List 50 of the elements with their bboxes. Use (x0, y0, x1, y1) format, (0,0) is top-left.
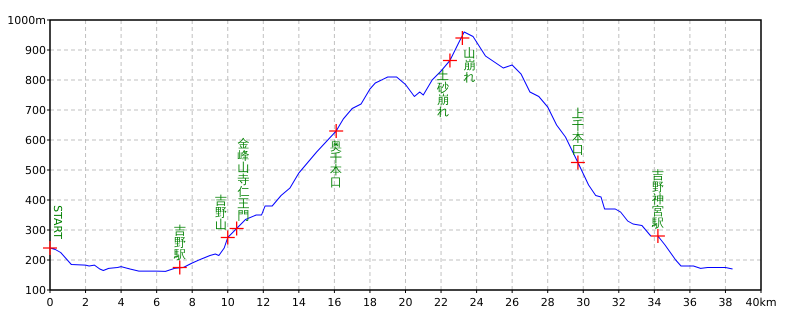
annotation: 山崩れ (463, 46, 476, 84)
y-tick-label: 800 (25, 74, 46, 87)
x-tick-label: 32 (612, 296, 626, 309)
x-tick-label: 18 (362, 296, 377, 309)
annotation: 吉野山 (214, 194, 227, 232)
line-series (50, 32, 734, 272)
x-tick-label: 22 (434, 296, 448, 309)
x-tick-label: 40km (745, 296, 777, 309)
y-tick-label: 500 (25, 164, 46, 177)
y-tick-label: 400 (25, 194, 46, 207)
x-tick-label: 20 (398, 296, 412, 309)
x-tick-label: 38 (718, 296, 732, 309)
y-tick-label: 200 (25, 254, 46, 267)
x-tick-label: 24 (470, 296, 484, 309)
point (328, 123, 344, 139)
x-tick-label: 0 (46, 296, 54, 309)
point (442, 52, 458, 68)
annotation: START (51, 205, 64, 240)
annotation: 上千本口 (572, 106, 584, 156)
point (42, 240, 58, 256)
point (454, 30, 470, 46)
x-tick-label: 6 (153, 296, 160, 309)
annotation: 吉野駅 (172, 224, 186, 262)
annotation: 土砂崩れ (436, 68, 449, 118)
point (172, 260, 188, 276)
y-tick-label: 900 (25, 44, 46, 57)
y-tick-label: 700 (25, 104, 46, 117)
point (570, 154, 586, 170)
x-tick-label: 30 (576, 296, 590, 309)
x-tick-label: 16 (327, 296, 342, 309)
point (220, 230, 236, 246)
x-tick-label: 14 (292, 296, 306, 309)
x-tick-label: 4 (118, 296, 125, 309)
x-tick-label: 8 (188, 296, 196, 309)
x-tick-label: 12 (256, 296, 270, 309)
annotation: 吉野神宮駅 (650, 168, 664, 230)
x-tick-label: 26 (505, 296, 520, 309)
x-tick-label: 10 (220, 296, 235, 309)
x-tick-label: 2 (82, 296, 90, 309)
x-tick-label: 36 (682, 296, 697, 309)
y-tick-label: 600 (25, 134, 46, 147)
y-tick-label: 1000m (7, 14, 46, 27)
x-tick-label: 34 (647, 296, 662, 309)
point (228, 220, 244, 236)
point (650, 228, 666, 244)
y-tick-label: 100 (25, 284, 46, 297)
annotation: 金峰山寺仁王門 (236, 136, 250, 222)
annotation: 奥千本口 (330, 139, 342, 189)
x-tick-label: 28 (540, 296, 555, 309)
y-tick-label: 300 (25, 224, 46, 237)
